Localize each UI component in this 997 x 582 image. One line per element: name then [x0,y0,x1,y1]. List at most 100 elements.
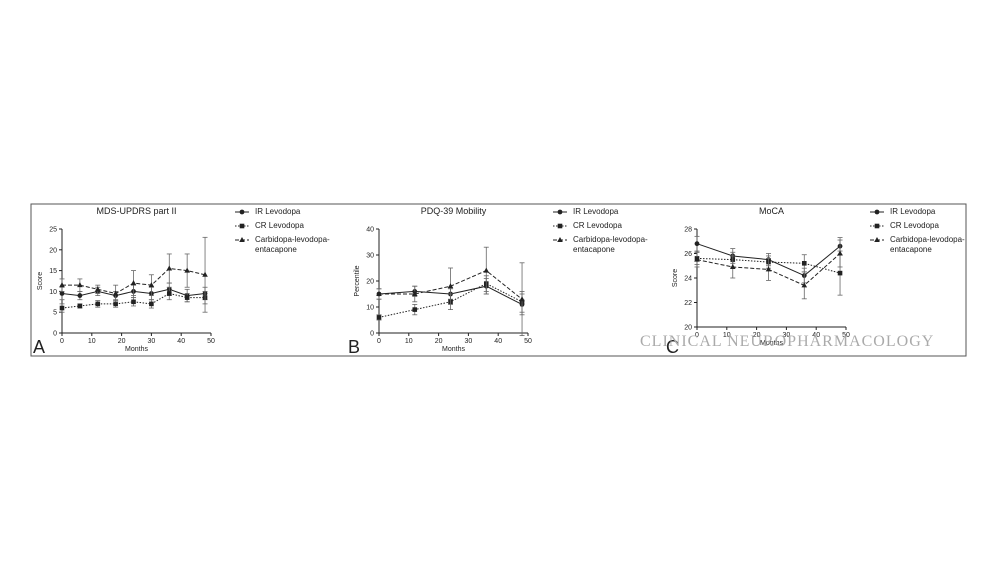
marker [801,261,807,266]
marker [59,282,65,288]
y-tick-label: 0 [370,331,374,338]
x-tick-label: 50 [207,338,215,345]
y-tick-label: 40 [366,227,374,234]
marker [694,256,700,262]
marker [557,237,563,242]
marker [837,270,843,276]
marker [202,271,208,277]
marker [447,283,454,289]
marker [77,293,83,298]
y-tick-label: 30 [366,253,374,260]
marker [239,223,245,229]
y-axis-label: Percentile [354,265,361,296]
panel-label: A [33,337,45,357]
panel-label: C [666,337,679,357]
marker [166,265,173,271]
marker [519,296,525,302]
series-line [61,292,206,309]
marker [149,301,154,307]
x-tick-label: 40 [494,338,502,345]
y-tick-label: 20 [366,279,374,286]
y-tick-label: 15 [49,268,57,275]
x-tick-label: 40 [812,332,820,339]
watermark: CLINICAL NEUROPHARMACOLOGY [640,333,935,350]
legend-label: CR Levodopa [573,221,622,230]
marker [801,282,808,288]
x-tick-label: 30 [148,338,156,345]
x-tick-label: 10 [405,338,413,345]
x-tick-label: 0 [695,332,699,339]
y-tick-label: 0 [53,331,57,338]
legend-label: Carbidopa-levodopa-entacapone [255,235,330,254]
marker [411,291,418,296]
legend-label: CR Levodopa [890,221,939,230]
marker [694,241,700,247]
x-tick-label: 20 [118,338,126,345]
x-tick-label: 10 [88,338,96,345]
marker [184,267,190,273]
x-tick-label: 30 [783,332,791,339]
y-tick-label: 20 [684,325,692,332]
marker [874,237,880,242]
legend-label: IR Levodopa [255,207,301,216]
x-axis-label: Months [760,340,783,347]
legend-label: Carbidopa-levodopa-entacapone [890,235,965,254]
y-tick-label: 25 [49,227,57,234]
x-tick-label: 50 [842,332,850,339]
y-tick-label: 10 [366,305,374,312]
marker [376,291,382,296]
chart-title: PDQ-39 Mobility [421,206,487,216]
y-tick-label: 26 [684,251,692,258]
marker [557,209,563,215]
y-tick-label: 5 [53,310,57,317]
marker [837,250,843,256]
marker [483,267,490,273]
marker [239,237,245,242]
marker [59,291,65,296]
marker [131,299,136,305]
marker [166,291,172,296]
marker [95,301,101,307]
chart-title: MDS-UPDRS part II [96,206,176,216]
marker [94,286,101,292]
x-tick-label: 0 [60,338,64,345]
marker [729,263,736,269]
legend-label: Carbidopa-levodopa-entacapone [573,235,648,254]
marker [130,280,137,286]
marker [184,295,190,300]
x-tick-label: 50 [524,338,532,345]
panel-label: B [348,337,360,357]
y-tick-label: 28 [684,227,692,234]
y-tick-label: 24 [684,276,692,283]
y-tick-label: 22 [684,300,692,307]
figure-frame [30,203,967,357]
legend-label: IR Levodopa [573,207,619,216]
marker [112,290,119,296]
marker [557,223,563,229]
x-axis-label: Months [125,346,148,353]
marker [874,209,880,215]
x-tick-label: 0 [377,338,381,345]
y-axis-label: Score [37,272,44,290]
marker [77,303,83,309]
marker [148,282,155,288]
marker [239,209,245,215]
x-tick-label: 20 [753,332,761,339]
x-tick-label: 40 [177,338,185,345]
x-tick-label: 30 [465,338,473,345]
y-tick-label: 20 [49,247,57,254]
y-axis-label: Score [672,269,679,287]
x-tick-label: 20 [435,338,443,345]
y-tick-label: 10 [49,289,57,296]
marker [874,223,880,229]
x-axis-label: Months [442,346,465,353]
chart-title: MoCA [759,206,784,216]
marker [765,266,772,272]
marker [113,301,118,307]
marker [77,282,83,288]
legend-label: IR Levodopa [890,207,936,216]
marker [376,315,382,320]
x-tick-label: 10 [723,332,731,339]
